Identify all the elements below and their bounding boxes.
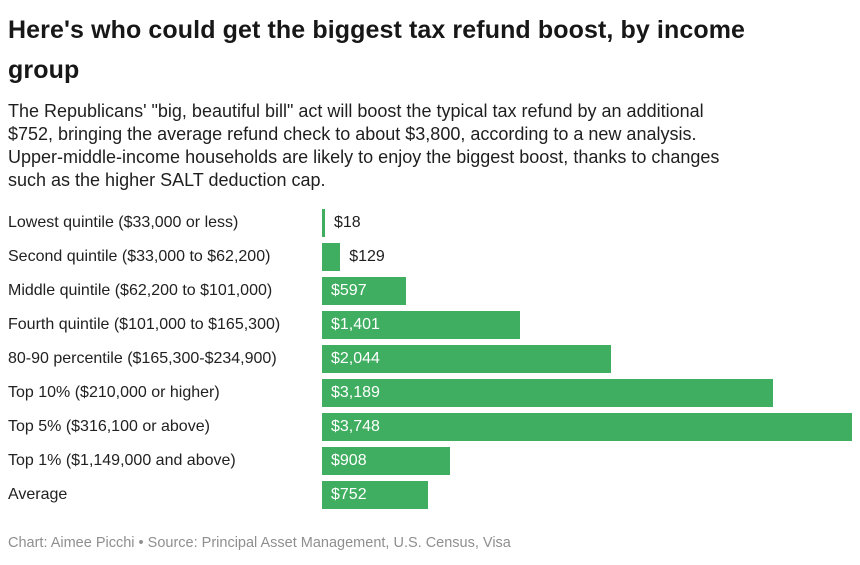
value-label: $908 <box>331 452 367 470</box>
bar: $2,044 <box>322 345 612 374</box>
value-label: $3,748 <box>331 418 380 436</box>
chart-row: Top 1% ($1,149,000 and above) $908 <box>8 447 852 476</box>
bar: $1,401 <box>322 311 521 340</box>
category-label: Middle quintile ($62,200 to $101,000) <box>8 282 273 300</box>
chart-row: Top 5% ($316,100 or above) $3,748 <box>8 413 852 442</box>
chart-row: Average $752 <box>8 481 852 510</box>
bar-chart: Lowest quintile ($33,000 or less) $18 Seco… <box>8 209 852 510</box>
category-label: Lowest quintile ($33,000 or less) <box>8 214 239 232</box>
value-label: $18 <box>334 214 361 232</box>
bar: $908 <box>322 447 451 476</box>
bar: $3,748 <box>322 413 852 442</box>
bar-track: $752 <box>322 481 852 510</box>
bar-track: $908 <box>322 447 852 476</box>
category-label: Top 1% ($1,149,000 and above) <box>8 452 236 470</box>
value-label: $597 <box>331 282 367 300</box>
category-label: 80-90 percentile ($165,300-$234,900) <box>8 350 277 368</box>
chart-credit: Chart: Aimee Picchi • Source: Principal … <box>8 535 511 552</box>
chart-row: Middle quintile ($62,200 to $101,000) $59… <box>8 277 852 306</box>
chart-row: Top 10% ($210,000 or higher) $3,189 <box>8 379 852 408</box>
chart-row: 80-90 percentile ($165,300-$234,900) $2,0… <box>8 345 852 374</box>
bar-track: $1,401 <box>322 311 852 340</box>
value-label: $1,401 <box>331 316 380 334</box>
value-label: $752 <box>331 486 367 504</box>
bar: $3,189 <box>322 379 773 408</box>
category-label: Second quintile ($33,000 to $62,200) <box>8 248 271 266</box>
bar-track: $2,044 <box>322 345 852 374</box>
category-label: Average <box>8 486 68 504</box>
bar-track: $597 <box>322 277 852 306</box>
bar <box>322 243 341 272</box>
value-label: $2,044 <box>331 350 380 368</box>
chart-row: Lowest quintile ($33,000 or less) $18 <box>8 209 852 238</box>
bar-track: $3,189 <box>322 379 852 408</box>
value-label: $129 <box>349 248 385 266</box>
bar <box>322 209 325 238</box>
bar-track: $3,748 <box>322 413 852 442</box>
chart-description: The Republicans' "big, beautiful bill" a… <box>8 101 720 191</box>
bar: $752 <box>322 481 429 510</box>
bar: $597 <box>322 277 407 306</box>
chart-title: Here's who could get the biggest tax ref… <box>8 16 746 84</box>
value-label: $3,189 <box>331 384 380 402</box>
chart-row: Fourth quintile ($101,000 to $165,300) $1… <box>8 311 852 340</box>
category-label: Top 10% ($210,000 or higher) <box>8 384 220 402</box>
category-label: Fourth quintile ($101,000 to $165,300) <box>8 316 281 334</box>
bar-track: $18 <box>322 209 852 238</box>
bar-track: $129 <box>322 243 852 272</box>
category-label: Top 5% ($316,100 or above) <box>8 418 210 436</box>
chart-row: Second quintile ($33,000 to $62,200) $129 <box>8 243 852 272</box>
